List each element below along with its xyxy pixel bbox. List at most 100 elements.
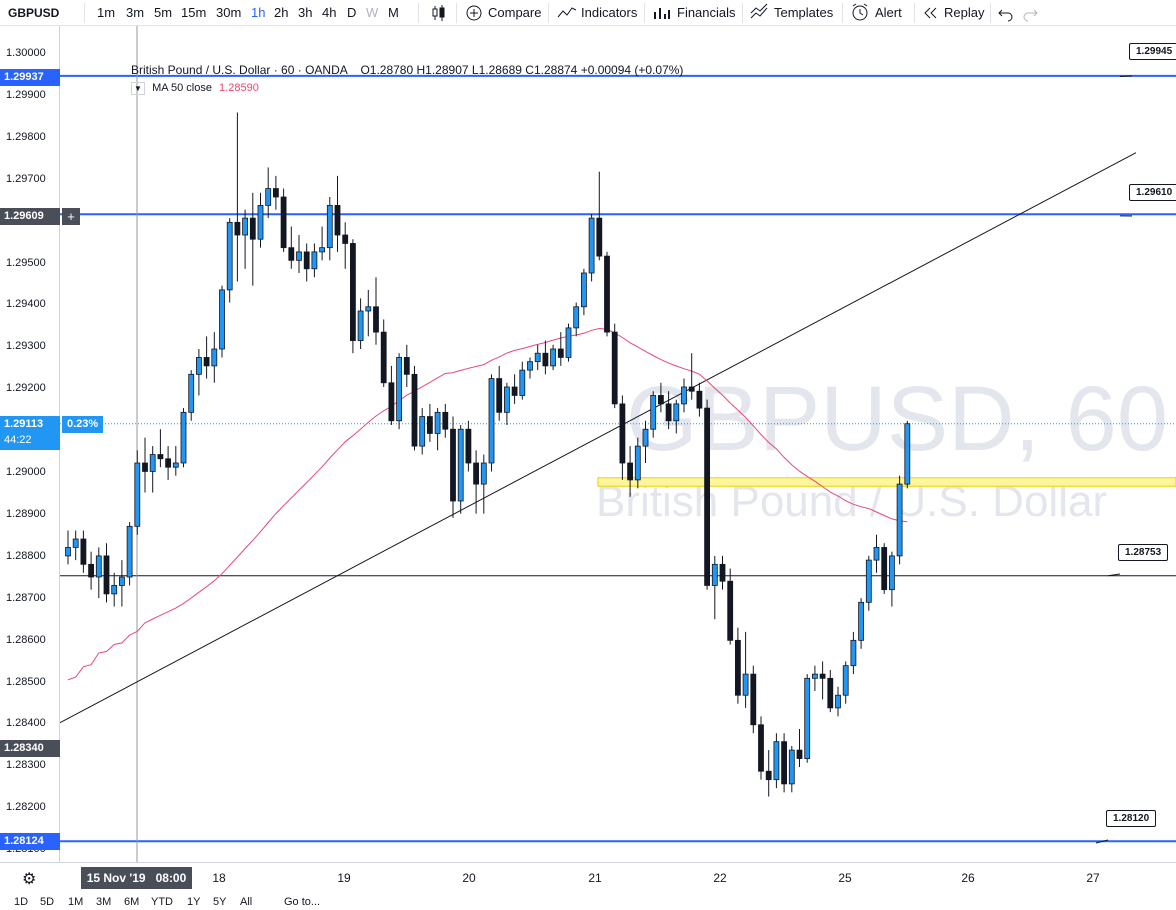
templates-icon[interactable] xyxy=(749,0,769,26)
ma-legend[interactable]: ▼ MA 50 close 1.28590 xyxy=(131,82,259,95)
interval-15m[interactable]: 15m xyxy=(181,5,207,20)
candle-body xyxy=(627,462,633,481)
price-tag-crosshair: 1.28340 xyxy=(0,740,60,757)
chevron-down-icon[interactable]: ▼ xyxy=(131,82,145,95)
candle-body xyxy=(434,411,441,434)
candle-body xyxy=(457,428,464,502)
range-all[interactable]: All xyxy=(240,896,253,908)
candle-body xyxy=(142,462,148,472)
candle-body xyxy=(642,428,649,447)
range-3m[interactable]: 3M xyxy=(96,896,112,908)
replay-rewind-icon[interactable] xyxy=(922,0,938,26)
price-note-upper[interactable]: 1.29610 xyxy=(1129,184,1176,201)
candle-body xyxy=(650,395,657,430)
candle-body xyxy=(881,547,888,591)
interval-3h[interactable]: 3h xyxy=(298,5,313,20)
candle-body xyxy=(696,390,703,409)
watermark-symbol: GBPUSD, 60 xyxy=(626,368,1168,470)
trend-line xyxy=(60,152,1137,724)
price-tick: 1.28700 xyxy=(6,591,46,604)
compare-button[interactable]: Compare xyxy=(488,5,542,20)
interval-2h[interactable]: 2h xyxy=(274,5,289,20)
candle-body xyxy=(303,251,310,270)
legend-title: British Pound / U.S. Dollar · 60 · OANDA xyxy=(131,63,348,77)
alarm-clock-icon[interactable] xyxy=(850,0,870,26)
candle-body xyxy=(272,188,279,198)
legend-open: O1.28780 xyxy=(360,63,414,77)
callout-leader xyxy=(1095,839,1109,844)
candle-body xyxy=(573,306,580,329)
interval-w[interactable]: W xyxy=(366,5,379,20)
chart-canvas[interactable]: GBPUSD, 60 British Pound / U.S. Dollar xyxy=(60,26,1176,862)
price-tick: 1.29500 xyxy=(6,256,46,269)
price-note-mid[interactable]: 1.28753 xyxy=(1118,544,1169,561)
candle-body xyxy=(257,205,264,240)
goto-button[interactable]: Go to... xyxy=(284,896,321,908)
time-tick: 21 xyxy=(588,871,602,885)
range-6m[interactable]: 6M xyxy=(124,896,140,908)
candle-body xyxy=(349,243,356,341)
time-scale[interactable]: ⚙ 15 Nov '19 08:00 18 19 20 21 22 25 26 27 xyxy=(0,862,1176,892)
financials-icon[interactable] xyxy=(652,0,672,26)
range-1m[interactable]: 1M xyxy=(68,896,84,908)
price-scale[interactable]: 1.300001.299001.298001.297001.296001.295… xyxy=(0,26,60,862)
interval-4h[interactable]: 4h xyxy=(322,5,337,20)
interval-3m[interactable]: 3m xyxy=(126,5,145,20)
range-5d[interactable]: 5D xyxy=(40,896,55,908)
candle-body xyxy=(550,348,557,367)
price-note-bottom[interactable]: 1.28120 xyxy=(1106,810,1157,827)
candle-body xyxy=(242,217,249,236)
candle-body xyxy=(681,386,687,405)
interval-1m[interactable]: 1m xyxy=(97,5,116,20)
top-toolbar: GBPUSD 1m 3m 5m 15m 30m 1h 2h 3h 4h D W M Compare I… xyxy=(0,0,1176,26)
price-tick: 1.29300 xyxy=(6,340,46,353)
time-tick: 19 xyxy=(337,871,351,885)
indicators-icon[interactable] xyxy=(556,0,578,26)
replay-button[interactable]: Replay xyxy=(944,5,985,20)
crosshair-icon[interactable]: + xyxy=(62,208,80,225)
range-ytd[interactable]: YTD xyxy=(151,896,173,908)
indicators-button[interactable]: Indicators xyxy=(581,5,638,20)
candle-body xyxy=(195,357,202,375)
candle-body xyxy=(858,601,864,641)
price-tick: 1.28500 xyxy=(6,675,46,688)
time-tick: 26 xyxy=(961,871,975,885)
symbol-search[interactable]: GBPUSD xyxy=(8,6,60,20)
candle-body xyxy=(280,196,287,249)
ma-legend-value: 1.28590 xyxy=(219,82,259,94)
financials-button[interactable]: Financials xyxy=(677,5,736,20)
redo-icon[interactable] xyxy=(1022,0,1038,26)
interval-1h[interactable]: 1h xyxy=(251,5,266,20)
candle-body xyxy=(134,462,141,527)
range-5y[interactable]: 5Y xyxy=(213,896,227,908)
candle-body xyxy=(465,428,472,464)
price-tick: 1.29900 xyxy=(6,88,46,101)
candle-body xyxy=(750,673,757,726)
alert-button[interactable]: Alert xyxy=(875,5,902,20)
range-1d[interactable]: 1D xyxy=(14,896,29,908)
candle-body xyxy=(373,306,379,333)
candle-body xyxy=(773,741,780,781)
price-tick: 1.29200 xyxy=(6,382,46,395)
templates-button[interactable]: Templates xyxy=(774,5,834,20)
range-1y[interactable]: 1Y xyxy=(187,896,201,908)
candle-body xyxy=(95,555,102,578)
candle-body xyxy=(388,382,395,422)
interval-5m[interactable]: 5m xyxy=(154,5,173,20)
undo-icon[interactable] xyxy=(998,0,1014,26)
toolbar-divider xyxy=(914,3,915,23)
last-price-value: 1.29113 xyxy=(4,418,44,430)
interval-d[interactable]: D xyxy=(347,5,357,20)
price-tick: 1.28300 xyxy=(6,759,46,772)
interval-m[interactable]: M xyxy=(388,5,399,20)
candle-style-icon[interactable] xyxy=(430,0,448,26)
candle-body xyxy=(557,348,564,358)
settings-gear-icon[interactable]: ⚙ xyxy=(22,871,37,888)
price-tick: 1.28800 xyxy=(6,549,46,562)
compare-plus-icon[interactable] xyxy=(465,0,483,26)
toolbar-divider xyxy=(742,3,743,23)
chart-pane[interactable]: GBPUSD, 60 British Pound / U.S. Dollar B… xyxy=(60,26,1176,862)
candle-body xyxy=(365,306,372,312)
price-note-top[interactable]: 1.29945 xyxy=(1129,43,1176,60)
interval-30m[interactable]: 30m xyxy=(216,5,242,20)
